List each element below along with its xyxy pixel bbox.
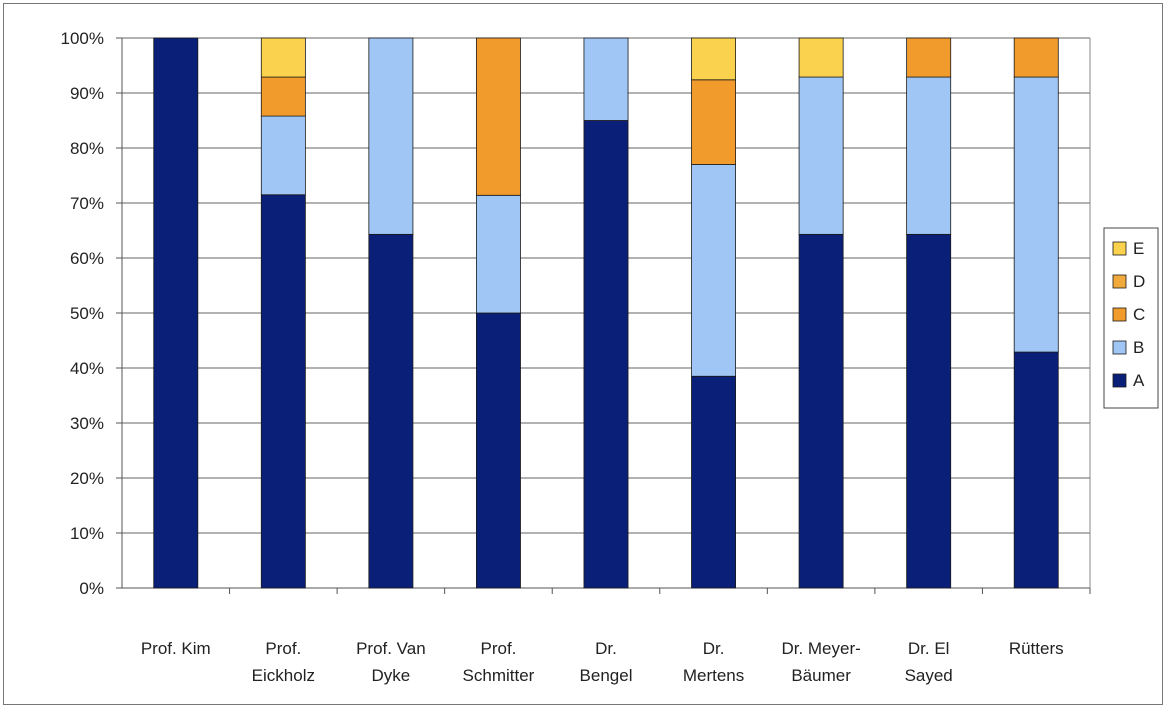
y-tick-label: 90% bbox=[70, 84, 104, 103]
x-category-label: Dr. bbox=[703, 639, 725, 658]
legend-box bbox=[1103, 227, 1159, 409]
bar-segment-c bbox=[691, 79, 737, 165]
bar-segment-e bbox=[260, 37, 306, 78]
bar-segment-a bbox=[153, 37, 199, 589]
bar-segment-b bbox=[583, 37, 629, 121]
y-tick-label: 0% bbox=[79, 579, 104, 598]
legend-swatch-d bbox=[1112, 274, 1127, 289]
legend-label-e: E bbox=[1133, 239, 1144, 258]
bar-segment-a bbox=[1013, 351, 1059, 589]
y-tick-label: 50% bbox=[70, 304, 104, 323]
x-category-label: Bäumer bbox=[791, 666, 851, 685]
bar-segment-b bbox=[906, 76, 952, 235]
x-category-label: Schmitter bbox=[463, 666, 535, 685]
bar-segment-a bbox=[368, 233, 414, 589]
bar-segment-e bbox=[798, 37, 844, 78]
x-category-label: Prof. Kim bbox=[141, 639, 211, 658]
legend-label-d: D bbox=[1133, 272, 1145, 291]
bar-segment-b bbox=[1013, 76, 1059, 353]
bar-segment-b bbox=[368, 37, 414, 235]
y-tick-label: 10% bbox=[70, 524, 104, 543]
x-category-label: Dr. bbox=[595, 639, 617, 658]
bar-segment-b bbox=[691, 164, 737, 377]
y-tick-label: 30% bbox=[70, 414, 104, 433]
x-category-label: Rütters bbox=[1009, 639, 1064, 658]
x-category-label: Prof. bbox=[480, 639, 516, 658]
x-category-label: Bengel bbox=[580, 666, 633, 685]
y-tick-label: 40% bbox=[70, 359, 104, 378]
y-tick-label: 100% bbox=[61, 29, 104, 48]
x-category-label: Dr. El bbox=[908, 639, 950, 658]
bar-segment-c bbox=[260, 76, 306, 117]
x-category-label: Sayed bbox=[905, 666, 953, 685]
x-category-label: Eickholz bbox=[252, 666, 315, 685]
bar-segment-a bbox=[906, 233, 952, 589]
bar-segment-a bbox=[691, 375, 737, 589]
bar-segment-a bbox=[260, 194, 306, 589]
x-category-label: Mertens bbox=[683, 666, 744, 685]
bar-segment-a bbox=[798, 233, 844, 589]
y-tick-label: 80% bbox=[70, 139, 104, 158]
bar-segment-b bbox=[475, 194, 521, 314]
legend-swatch-b bbox=[1112, 340, 1127, 355]
x-category-label: Prof. bbox=[265, 639, 301, 658]
legend-label-c: C bbox=[1133, 305, 1145, 324]
bar-segment-c bbox=[1013, 37, 1059, 78]
y-tick-label: 60% bbox=[70, 249, 104, 268]
bar-segment-a bbox=[475, 312, 521, 589]
bar-segment-a bbox=[583, 120, 629, 589]
bar-segment-c bbox=[906, 37, 952, 78]
bar-segment-b bbox=[798, 76, 844, 235]
legend-label-a: A bbox=[1133, 371, 1145, 390]
legend-swatch-e bbox=[1112, 241, 1127, 256]
x-category-label: Dyke bbox=[372, 666, 411, 685]
y-tick-label: 70% bbox=[70, 194, 104, 213]
bar-segment-c bbox=[475, 37, 521, 196]
legend-swatch-a bbox=[1112, 373, 1127, 388]
legend-label-b: B bbox=[1133, 338, 1144, 357]
x-category-label: Prof. Van bbox=[356, 639, 426, 658]
x-category-label: Dr. Meyer- bbox=[781, 639, 860, 658]
bar-segment-e bbox=[691, 37, 737, 81]
bar-segment-b bbox=[260, 115, 306, 196]
legend-swatch-c bbox=[1112, 307, 1127, 322]
y-tick-label: 20% bbox=[70, 469, 104, 488]
